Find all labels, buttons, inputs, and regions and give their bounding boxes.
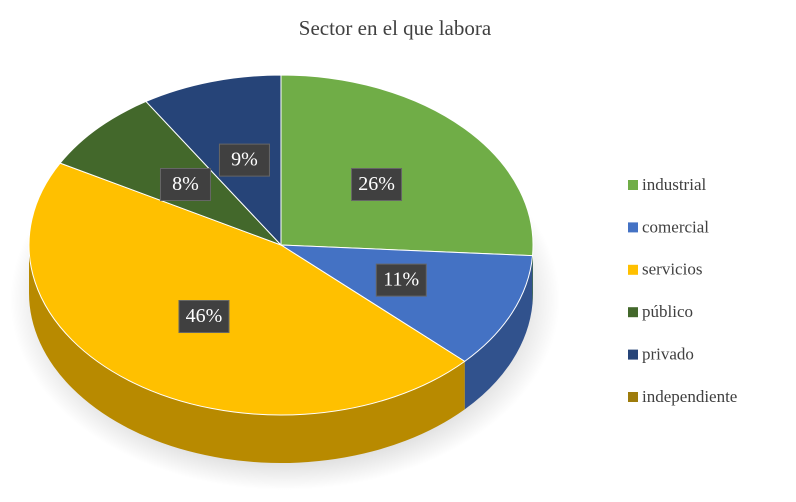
data-label-box xyxy=(375,263,427,297)
slice xyxy=(280,74,534,257)
slice xyxy=(145,74,282,247)
data-label: 8% xyxy=(172,173,199,195)
data-label: 46% xyxy=(186,305,223,327)
legend-label: servicios xyxy=(642,260,702,279)
legend-swatch xyxy=(628,264,638,275)
legend-swatch xyxy=(628,307,638,318)
legend-label: comercial xyxy=(642,217,709,236)
legend-swatch xyxy=(628,349,638,360)
chart-title: Sector en el que labora xyxy=(299,16,492,40)
slice-side xyxy=(29,245,465,464)
legend-label: privado xyxy=(642,345,694,364)
legend-label: industrial xyxy=(642,175,706,194)
slice-side xyxy=(464,255,533,410)
legend-label: público xyxy=(642,302,693,321)
data-label-box xyxy=(218,143,270,177)
data-label-box xyxy=(178,300,230,334)
legend-swatch xyxy=(628,180,638,190)
data-label: 11% xyxy=(383,269,419,291)
data-label: 9% xyxy=(231,149,258,171)
legend-swatch xyxy=(628,222,638,233)
data-label-box xyxy=(351,167,403,201)
slice xyxy=(28,162,466,416)
legend-swatch xyxy=(628,392,638,402)
data-label: 26% xyxy=(358,173,395,195)
legend-label: independiente xyxy=(642,387,737,406)
slice xyxy=(279,244,534,362)
data-label-box xyxy=(159,167,211,201)
